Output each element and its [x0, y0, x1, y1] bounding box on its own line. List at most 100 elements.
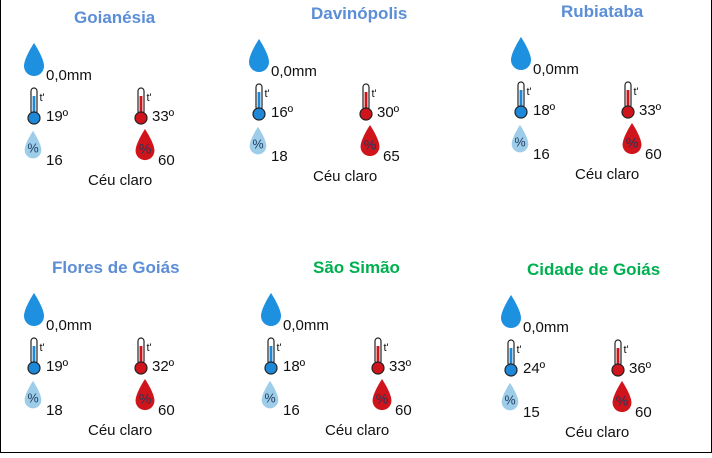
city-name: Rubiataba — [561, 2, 644, 21]
humidity-max-icon: % — [358, 124, 382, 158]
thermometer-min-icon: t' — [513, 80, 535, 120]
svg-text:t': t' — [527, 86, 532, 98]
thermometer-max-icon: t' — [358, 82, 380, 122]
thermometer-max-icon: t' — [610, 338, 632, 378]
svg-text:%: % — [616, 394, 629, 410]
min-humidity-value: 18 — [46, 402, 63, 419]
svg-text:%: % — [514, 136, 525, 150]
city-name: Cidade de Goiás — [527, 260, 661, 279]
max-temp-value: 36º — [629, 360, 652, 377]
thermometer-min-icon: t' — [26, 336, 48, 376]
svg-text:%: % — [27, 142, 38, 156]
city-forecast-card: Rubiataba 0,0mm t' 18º t' 33º % 16 % 60 … — [505, 0, 712, 200]
min-temp-value: 24º — [523, 360, 546, 377]
svg-text:t': t' — [40, 92, 45, 104]
city-forecast-card: Goianésia 0,0mm t' 19º t' 33º % 16 % 60 … — [18, 6, 248, 206]
humidity-max-icon: % — [610, 380, 634, 414]
svg-text:t': t' — [634, 86, 639, 98]
svg-text:t': t' — [265, 88, 270, 100]
max-humidity-value: 60 — [635, 404, 652, 421]
svg-text:%: % — [139, 392, 152, 408]
min-temp-value: 18º — [533, 102, 556, 119]
min-temp-value: 19º — [46, 358, 69, 375]
rain-value: 0,0mm — [523, 319, 569, 336]
humidity-min-icon: % — [260, 380, 280, 410]
min-temp-value: 19º — [46, 108, 69, 125]
svg-text:t': t' — [517, 344, 522, 356]
min-humidity-value: 18 — [271, 148, 288, 165]
humidity-min-icon: % — [23, 380, 43, 410]
rain-value: 0,0mm — [533, 61, 579, 78]
svg-text:t': t' — [40, 342, 45, 354]
max-humidity-value: 60 — [158, 402, 175, 419]
thermometer-min-icon: t' — [251, 82, 273, 122]
sky-condition: Céu claro — [565, 424, 630, 441]
rain-value: 0,0mm — [46, 67, 92, 84]
svg-text:%: % — [252, 138, 263, 152]
thermometer-min-icon: t' — [503, 338, 525, 378]
sky-condition: Céu claro — [575, 166, 640, 183]
svg-text:%: % — [139, 142, 152, 158]
svg-text:%: % — [264, 392, 275, 406]
min-humidity-value: 16 — [533, 146, 550, 163]
rain-drop-icon — [22, 292, 46, 328]
city-name: Davinópolis — [311, 4, 408, 23]
city-forecast-card: Davinópolis 0,0mm t' 16º t' 30º % 18 % 6… — [243, 2, 473, 202]
max-humidity-value: 65 — [383, 148, 400, 165]
min-humidity-value: 16 — [46, 152, 63, 169]
max-humidity-value: 60 — [395, 402, 412, 419]
svg-text:%: % — [364, 138, 377, 154]
svg-text:t': t' — [147, 342, 152, 354]
min-temp-value: 16º — [271, 104, 294, 121]
svg-text:%: % — [27, 392, 38, 406]
humidity-max-icon: % — [370, 378, 394, 412]
min-temp-value: 18º — [283, 358, 306, 375]
thermometer-max-icon: t' — [620, 80, 642, 120]
svg-text:t': t' — [384, 342, 389, 354]
max-temp-value: 32º — [152, 358, 175, 375]
city-forecast-card: Flores de Goiás 0,0mm t' 19º t' 32º % 18… — [18, 256, 248, 456]
city-name: Goianésia — [74, 8, 156, 27]
min-humidity-value: 16 — [283, 402, 300, 419]
humidity-max-icon: % — [620, 122, 644, 156]
rain-value: 0,0mm — [271, 63, 317, 80]
humidity-min-icon: % — [23, 130, 43, 160]
max-temp-value: 33º — [152, 108, 175, 125]
humidity-min-icon: % — [510, 124, 530, 154]
thermometer-max-icon: t' — [133, 86, 155, 126]
sky-condition: Céu claro — [88, 172, 153, 189]
rain-drop-icon — [509, 36, 533, 72]
rain-drop-icon — [499, 294, 523, 330]
rain-drop-icon — [247, 38, 271, 74]
city-name: São Simão — [313, 258, 400, 277]
thermometer-min-icon: t' — [263, 336, 285, 376]
max-humidity-value: 60 — [645, 146, 662, 163]
sky-condition: Céu claro — [325, 422, 390, 439]
city-forecast-card: Cidade de Goiás 0,0mm t' 24º t' 36º % 15… — [495, 258, 712, 458]
thermometer-min-icon: t' — [26, 86, 48, 126]
svg-text:t': t' — [277, 342, 282, 354]
svg-text:%: % — [504, 394, 515, 408]
humidity-max-icon: % — [133, 128, 157, 162]
city-name: Flores de Goiás — [52, 258, 180, 277]
max-humidity-value: 60 — [158, 152, 175, 169]
city-forecast-card: São Simão 0,0mm t' 18º t' 33º % 16 % 60 … — [255, 256, 485, 456]
svg-text:%: % — [626, 136, 639, 152]
thermometer-max-icon: t' — [133, 336, 155, 376]
humidity-max-icon: % — [133, 378, 157, 412]
max-temp-value: 33º — [639, 102, 662, 119]
rain-value: 0,0mm — [283, 317, 329, 334]
max-temp-value: 30º — [377, 104, 400, 121]
thermometer-max-icon: t' — [370, 336, 392, 376]
rain-value: 0,0mm — [46, 317, 92, 334]
sky-condition: Céu claro — [313, 168, 378, 185]
sky-condition: Céu claro — [88, 422, 153, 439]
humidity-min-icon: % — [500, 382, 520, 412]
svg-text:%: % — [376, 392, 389, 408]
humidity-min-icon: % — [248, 126, 268, 156]
rain-drop-icon — [22, 42, 46, 78]
svg-text:t': t' — [147, 92, 152, 104]
max-temp-value: 33º — [389, 358, 412, 375]
svg-text:t': t' — [372, 88, 377, 100]
svg-text:t': t' — [624, 344, 629, 356]
